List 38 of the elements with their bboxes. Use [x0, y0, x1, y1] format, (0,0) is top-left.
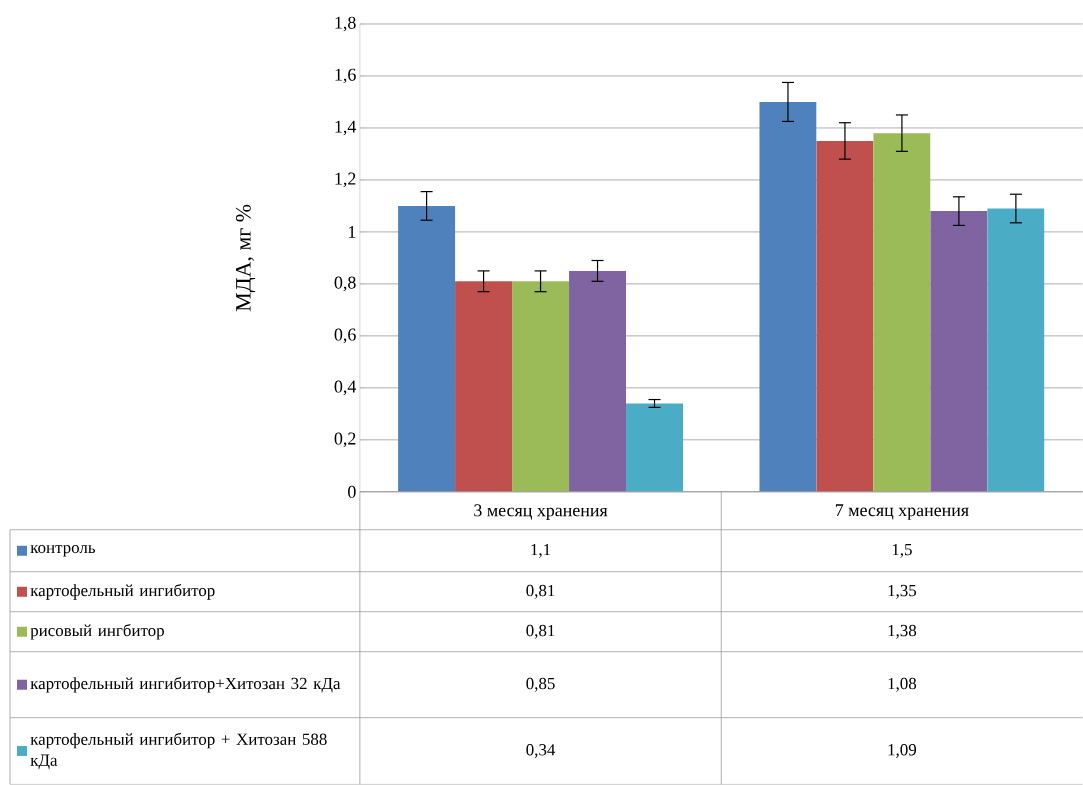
bar	[569, 271, 627, 492]
bar	[873, 133, 931, 492]
data-label: 0,81	[526, 624, 555, 639]
y-tick-label: 1,4	[335, 120, 357, 136]
bar	[398, 206, 456, 492]
x-tick-label: 3 месяц хранения	[474, 504, 608, 521]
data-label: 0,81	[526, 584, 555, 599]
legend-label: картофельный ингибитор + Хитозан 588 кДа	[30, 732, 327, 770]
bar	[930, 211, 988, 492]
bar	[987, 208, 1045, 492]
bar	[816, 141, 874, 492]
data-label: 1,5	[892, 544, 912, 558]
data-label: 1,35	[888, 585, 917, 599]
bar	[455, 281, 513, 492]
y-axis-title: МДА, мг %	[235, 204, 256, 312]
y-tick-label: 0,4	[334, 380, 357, 396]
data-label: 1,08	[888, 677, 917, 692]
bar	[759, 102, 817, 492]
x-tick-label: 7 месяц хранения	[835, 504, 969, 521]
legend-label: рисовый ингбитор	[30, 624, 164, 640]
y-tick-label: 1,6	[335, 68, 356, 84]
y-tick-label: 0,8	[334, 276, 356, 292]
bar	[626, 403, 683, 492]
data-label: 1,09	[888, 744, 917, 759]
bar	[512, 281, 570, 492]
y-tick-label: 0,2	[334, 432, 356, 448]
y-tick-label: 1,8	[335, 16, 356, 32]
legend-label: контроль	[30, 545, 96, 557]
y-tick-label: 0	[348, 485, 356, 498]
data-label: 0,34	[526, 744, 556, 759]
data-label: 1,38	[888, 624, 917, 639]
legend-label: картофельный ингибитор	[30, 584, 215, 600]
y-tick-label: 0,6	[334, 328, 356, 344]
y-tick-label: 1,2	[335, 172, 356, 188]
data-label: 1,1	[531, 544, 551, 558]
data-label: 0,85	[526, 677, 555, 692]
y-tick-label: 1	[348, 226, 356, 238]
legend-label: картофельный ингибитор+Хитозан 32 кДа	[30, 677, 341, 693]
